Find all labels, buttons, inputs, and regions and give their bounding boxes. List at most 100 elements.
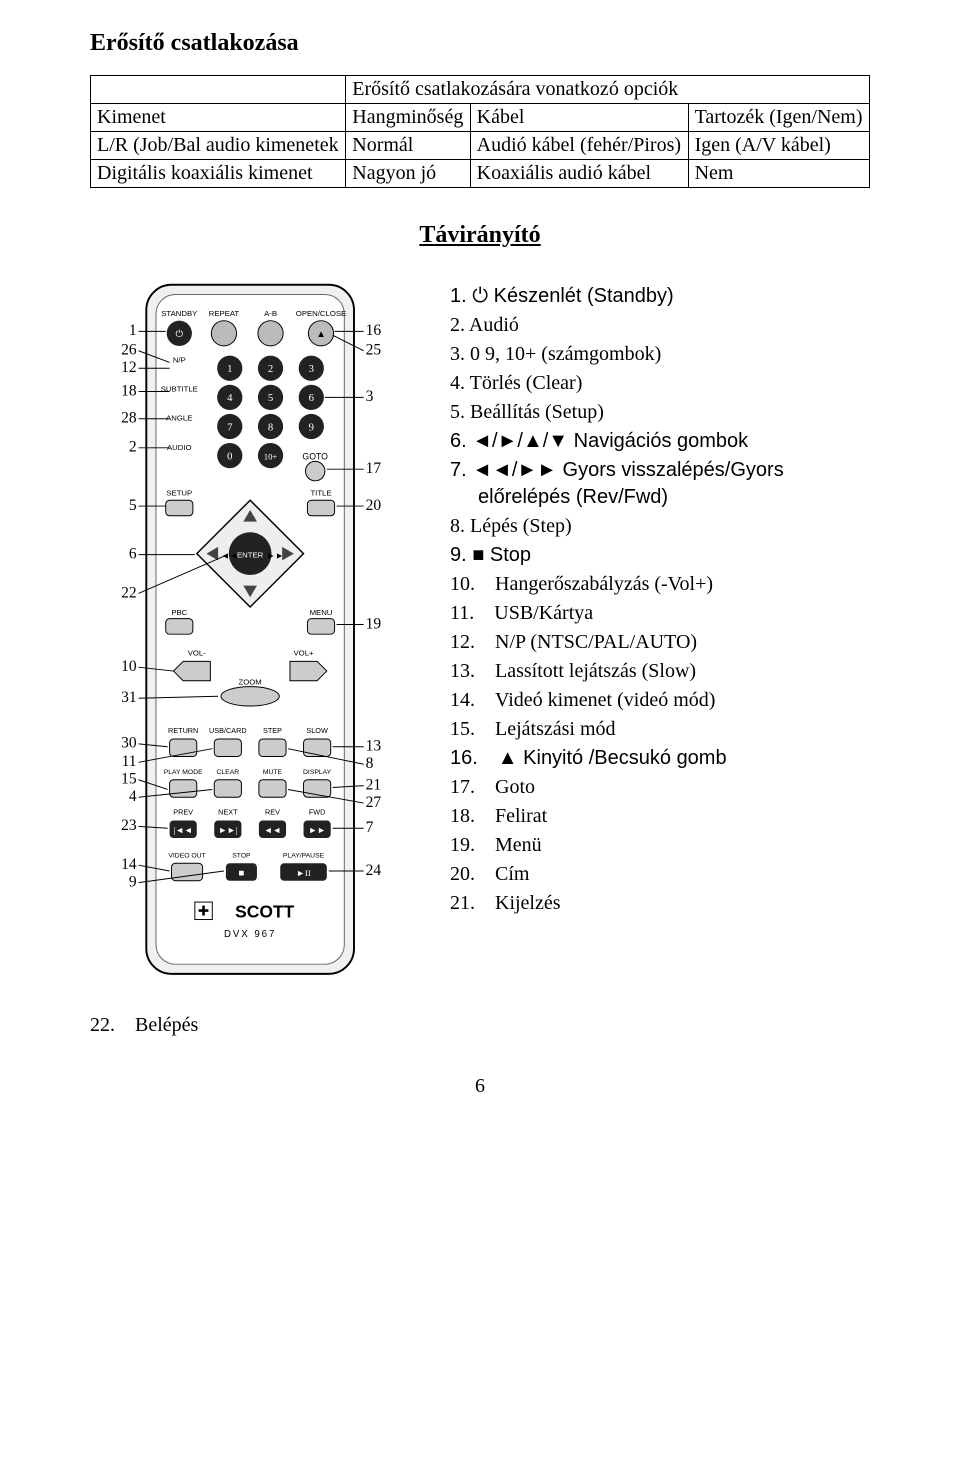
- svg-text:8: 8: [268, 421, 273, 433]
- svg-text:▲: ▲: [316, 329, 326, 340]
- svg-text:A-B: A-B: [264, 309, 277, 318]
- svg-text:16: 16: [366, 322, 382, 339]
- svg-text:AUDIO: AUDIO: [167, 443, 192, 452]
- svg-text:1: 1: [227, 363, 232, 375]
- svg-text:FWD: FWD: [309, 808, 326, 817]
- svg-text:GOTO: GOTO: [302, 451, 328, 461]
- svg-text:ANGLE: ANGLE: [166, 414, 192, 423]
- svg-text:22: 22: [121, 584, 137, 601]
- svg-text:►►|: ►►|: [218, 825, 237, 835]
- svg-text:9: 9: [129, 874, 137, 891]
- svg-text:7: 7: [227, 421, 233, 433]
- svg-text:PLAY/PAUSE: PLAY/PAUSE: [283, 852, 325, 859]
- svg-text:■: ■: [238, 868, 244, 879]
- svg-text:12: 12: [121, 359, 137, 376]
- list-item: 2. Audió: [450, 312, 870, 339]
- svg-text:|◄◄: |◄◄: [174, 825, 193, 835]
- svg-text:17: 17: [366, 460, 382, 477]
- svg-text:2: 2: [268, 363, 273, 375]
- svg-text:STEP: STEP: [263, 726, 282, 735]
- svg-text:VOL-: VOL-: [188, 649, 207, 658]
- svg-text:28: 28: [121, 410, 137, 427]
- svg-text:USB/CARD: USB/CARD: [209, 726, 247, 735]
- list-item: 12. N/P (NTSC/PAL/AUTO): [450, 629, 870, 656]
- table-cell: [91, 76, 346, 104]
- svg-text:RETURN: RETURN: [168, 726, 198, 735]
- svg-text:6: 6: [309, 392, 315, 404]
- svg-text:TITLE: TITLE: [310, 488, 331, 497]
- table-span-title: Erősítő csatlakozására vonatkozó opciók: [346, 76, 870, 104]
- list-item: 10. Hangerőszabályzás (-Vol+): [450, 571, 870, 598]
- svg-text:ZOOM: ZOOM: [239, 678, 262, 687]
- table-header: Kábel: [470, 104, 688, 132]
- table-cell: Igen (A/V kábel): [688, 132, 869, 160]
- svg-text:STOP: STOP: [232, 852, 251, 859]
- list-item: 8. Lépés (Step): [450, 513, 870, 540]
- svg-text:0: 0: [227, 450, 232, 462]
- table-cell: L/R (Job/Bal audio kimenetek: [91, 132, 346, 160]
- options-table: Erősítő csatlakozására vonatkozó opciók …: [90, 75, 870, 188]
- svg-text:25: 25: [366, 342, 382, 359]
- svg-text:6: 6: [129, 545, 137, 562]
- table-cell: Audió kábel (fehér/Piros): [470, 132, 688, 160]
- list-item: 9. ■ Stop: [450, 542, 870, 569]
- table-header: Kimenet: [91, 104, 346, 132]
- svg-text:►II: ►II: [296, 868, 311, 878]
- svg-text:SCOTT: SCOTT: [235, 902, 295, 922]
- svg-text:VOL+: VOL+: [294, 649, 315, 658]
- svg-text:SUBTITLE: SUBTITLE: [161, 385, 198, 394]
- svg-text:REV: REV: [265, 808, 280, 817]
- svg-text:5: 5: [268, 392, 273, 404]
- svg-text:DISPLAY: DISPLAY: [303, 769, 332, 776]
- svg-text:31: 31: [121, 689, 137, 706]
- list-item: 17. Goto: [450, 774, 870, 801]
- list-item: 13. Lassított lejátszás (Slow): [450, 658, 870, 685]
- list-item: 15. Lejátszási mód: [450, 716, 870, 743]
- svg-text:13: 13: [366, 738, 382, 755]
- svg-text:OPEN/CLOSE: OPEN/CLOSE: [296, 309, 346, 318]
- svg-text:⏻: ⏻: [175, 329, 183, 340]
- svg-text:10+: 10+: [264, 451, 278, 461]
- svg-text:►►: ►►: [308, 825, 325, 835]
- legend-list: 1. ⏻ Készenlét (Standby) 2. Audió 3. 0 9…: [450, 277, 870, 919]
- table-cell: Normál: [346, 132, 470, 160]
- svg-text:5: 5: [129, 497, 137, 514]
- svg-text:3: 3: [366, 388, 374, 405]
- table-header: Tartozék (Igen/Nem): [688, 104, 869, 132]
- list-item: 6. ◄/►/▲/▼ Navigációs gombok: [450, 428, 870, 455]
- svg-text:ENTER: ENTER: [237, 550, 264, 559]
- svg-text:11: 11: [122, 753, 137, 770]
- svg-text:DVX 967: DVX 967: [224, 929, 276, 940]
- svg-text:►►: ►►: [267, 550, 284, 560]
- list-item: 16. ▲ Kinyitó /Becsukó gomb: [450, 745, 870, 772]
- table-cell: Digitális koaxiális kimenet: [91, 160, 346, 188]
- table-cell: Nagyon jó: [346, 160, 470, 188]
- svg-text:4: 4: [129, 788, 137, 805]
- svg-text:◄◄: ◄◄: [264, 825, 281, 835]
- svg-text:N/P: N/P: [173, 355, 186, 364]
- list-item: 21. Kijelzés: [450, 890, 870, 917]
- svg-text:15: 15: [121, 771, 137, 788]
- table-header: Hangminőség: [346, 104, 470, 132]
- svg-text:REPEAT: REPEAT: [209, 309, 240, 318]
- svg-text:VIDEO OUT: VIDEO OUT: [168, 852, 205, 859]
- svg-text:30: 30: [121, 735, 137, 752]
- svg-text:SLOW: SLOW: [306, 726, 328, 735]
- svg-text:8: 8: [366, 755, 374, 772]
- svg-text:23: 23: [121, 817, 137, 834]
- list-item: 1. ⏻ Készenlét (Standby): [450, 283, 870, 310]
- svg-text:✚: ✚: [198, 904, 209, 919]
- svg-text:SETUP: SETUP: [166, 488, 192, 497]
- svg-text:PREV: PREV: [173, 808, 193, 817]
- svg-text:10: 10: [121, 658, 137, 675]
- svg-text:1: 1: [129, 322, 137, 339]
- svg-text:26: 26: [121, 342, 137, 359]
- list-item: 5. Beállítás (Setup): [450, 399, 870, 426]
- svg-text:20: 20: [366, 497, 382, 514]
- table-cell: Koaxiális audió kábel: [470, 160, 688, 188]
- svg-text:7: 7: [366, 819, 374, 836]
- list-item: 4. Törlés (Clear): [450, 370, 870, 397]
- section-heading: Erősítő csatlakozása: [90, 30, 870, 57]
- subsection-heading: Távirányító: [419, 222, 540, 248]
- svg-text:MENU: MENU: [310, 608, 333, 617]
